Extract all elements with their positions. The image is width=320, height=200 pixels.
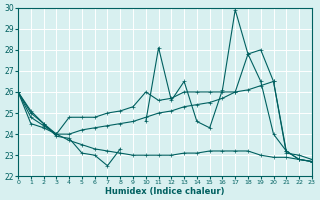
X-axis label: Humidex (Indice chaleur): Humidex (Indice chaleur) bbox=[105, 187, 225, 196]
